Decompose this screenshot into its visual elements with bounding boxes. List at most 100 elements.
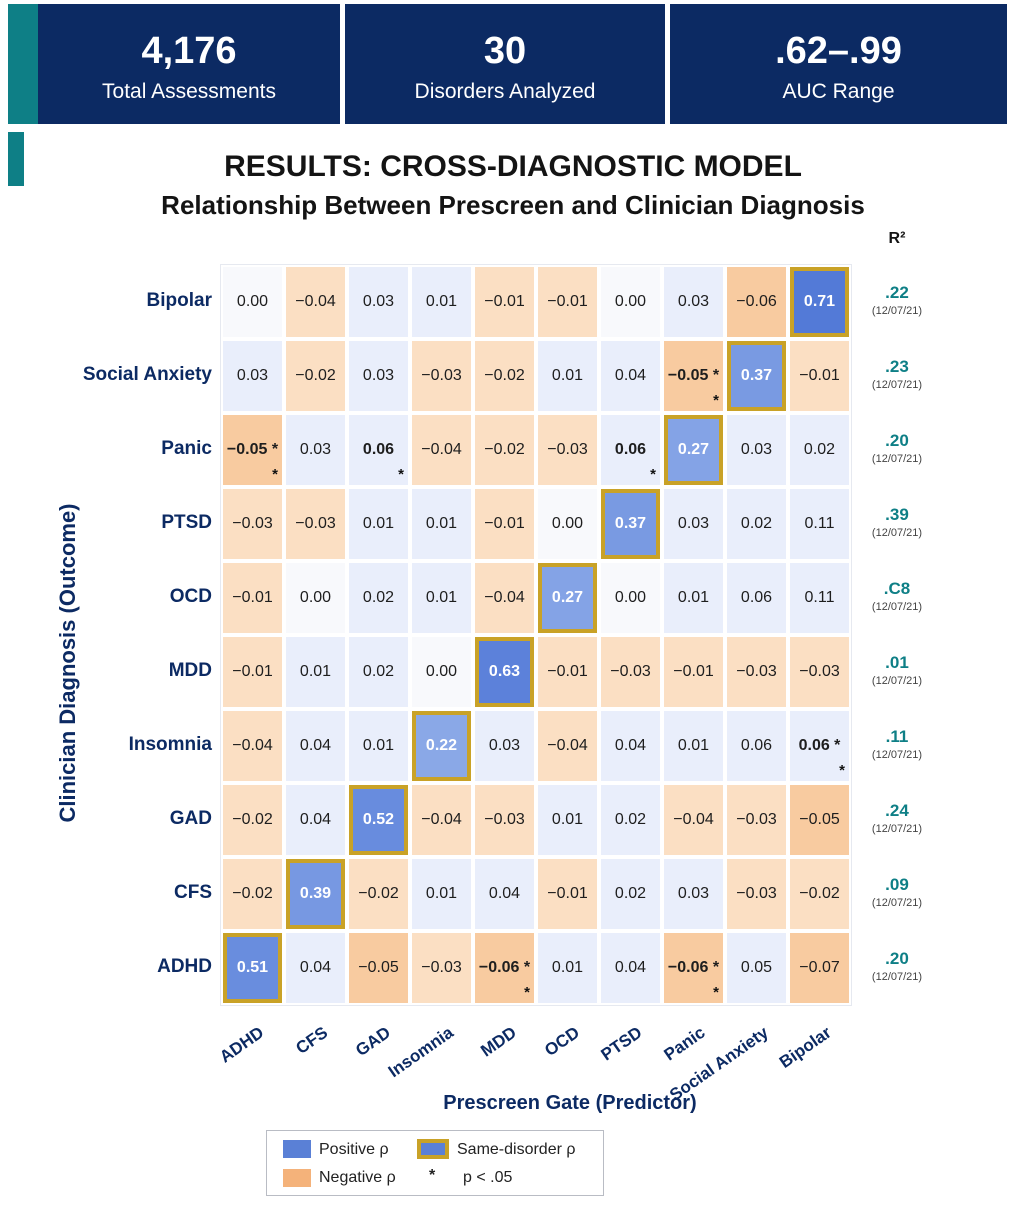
cell-value: −0.03: [484, 811, 525, 828]
col-label-ocd: OCD: [540, 1022, 583, 1061]
r2-cell: .11 (12/07/21): [852, 727, 942, 761]
row-label-insomnia: Insomnia: [128, 734, 212, 755]
heatmap-cell: 0.04: [601, 341, 660, 411]
col-label-bipolar: Bipolar: [775, 1022, 835, 1072]
heatmap-cell: 0.01: [286, 637, 345, 707]
heatmap-cell: 0.02: [727, 489, 786, 559]
cell-value: 0.27: [677, 441, 710, 458]
heatmap-cell: 0.00: [538, 489, 597, 559]
heatmap-cell: −0.06 * *: [664, 933, 723, 1003]
r2-date: (12/07/21): [871, 601, 923, 613]
cell-value: −0.01: [799, 367, 840, 384]
heatmap-cell: −0.01: [475, 489, 534, 559]
heatmap-cell: 0.00: [601, 267, 660, 337]
stat-value: 4,176: [141, 30, 237, 72]
significance-star: *: [272, 466, 278, 483]
cell-value: 0.04: [488, 885, 521, 902]
heatmap-cell: −0.03: [727, 785, 786, 855]
cell-value: 0.01: [551, 367, 584, 384]
significance-star: *: [839, 762, 845, 779]
cell-value: 0.00: [425, 663, 458, 680]
heatmap-cell: 0.04: [286, 785, 345, 855]
cell-value: 0.51: [236, 959, 269, 976]
legend-label-positive: Positive ρ: [319, 1141, 389, 1158]
cell-value: −0.03: [547, 441, 588, 458]
heatmap-frame: [220, 264, 852, 1006]
cell-value: 0.04: [299, 959, 332, 976]
heatmap-cell: 0.01: [349, 711, 408, 781]
r2-value: .11: [885, 727, 909, 746]
heatmap-cell: −0.03: [286, 489, 345, 559]
row-label-cfs: CFS: [174, 882, 212, 903]
cell-value: 0.37: [614, 515, 647, 532]
r2-value: .20: [885, 949, 909, 968]
heatmap-cell: 0.03: [286, 415, 345, 485]
cell-value: −0.03: [736, 885, 777, 902]
cell-value: −0.01: [484, 293, 525, 310]
cell-value: 0.01: [677, 589, 710, 606]
cell-value: 0.03: [236, 367, 269, 384]
heatmap-cell: −0.03: [412, 933, 471, 1003]
legend-sig-symbol: *: [429, 1167, 436, 1184]
cell-value: −0.06: [736, 293, 777, 310]
heatmap-cell: 0.39: [286, 859, 345, 929]
cell-value: 0.01: [551, 811, 584, 828]
col-label-mdd: MDD: [477, 1022, 520, 1061]
cell-value: −0.01: [547, 293, 588, 310]
heatmap-cell: −0.01: [475, 267, 534, 337]
r2-date: (12/07/21): [871, 749, 923, 761]
heatmap-cell: 0.06 * *: [790, 711, 849, 781]
cell-value: 0.01: [425, 293, 458, 310]
heatmap-cell: 0.01: [412, 267, 471, 337]
cell-value: −0.03: [295, 515, 336, 532]
cell-value: 0.11: [804, 589, 835, 606]
heatmap-cell: 0.05: [727, 933, 786, 1003]
cell-value: −0.04: [484, 589, 525, 606]
heatmap-cell: 0.03: [664, 859, 723, 929]
x-axis-label: Prescreen Gate (Predictor): [443, 1092, 697, 1114]
r2-date: (12/07/21): [871, 897, 923, 909]
heatmap-cell: 0.01: [412, 859, 471, 929]
accent-bar-side: [8, 132, 24, 186]
r2-value: .39: [885, 505, 909, 524]
heatmap-cell: 0.71: [790, 267, 849, 337]
heatmap-cell: 0.00: [601, 563, 660, 633]
r2-value: .22: [885, 283, 909, 302]
cell-value: −0.05 *: [226, 441, 279, 458]
heatmap-cell: 0.37: [601, 489, 660, 559]
heatmap-cell: −0.03: [601, 637, 660, 707]
cell-value: −0.03: [736, 811, 777, 828]
row-label-mdd: MDD: [168, 660, 212, 681]
heatmap-cell: −0.03: [412, 341, 471, 411]
row-label-bipolar: Bipolar: [146, 290, 212, 311]
legend-swatch-positive: [283, 1140, 311, 1158]
heatmap-cell: 0.03: [349, 341, 408, 411]
cell-value: −0.06 *: [478, 959, 531, 976]
cell-value: 0.02: [803, 441, 836, 458]
col-label-adhd: ADHD: [216, 1022, 268, 1067]
cell-value: 0.06: [740, 589, 773, 606]
heatmap-cell: 0.04: [601, 933, 660, 1003]
cell-value: −0.04: [673, 811, 714, 828]
cell-value: −0.03: [421, 959, 462, 976]
heatmap-cell: −0.02: [349, 859, 408, 929]
cell-value: −0.02: [484, 367, 525, 384]
col-label-ptsd: PTSD: [597, 1022, 646, 1065]
r2-date: (12/07/21): [871, 971, 923, 983]
heatmap-cell: 0.01: [538, 933, 597, 1003]
heatmap-cell: −0.03: [790, 637, 849, 707]
heatmap-cell: 0.04: [475, 859, 534, 929]
cell-value: 0.03: [677, 885, 710, 902]
cell-value: 0.01: [425, 589, 458, 606]
heatmap-cell: −0.03: [727, 859, 786, 929]
heatmap-cell: 0.01: [538, 341, 597, 411]
r2-cell: .23 (12/07/21): [852, 357, 942, 391]
cell-value: −0.03: [421, 367, 462, 384]
heatmap-cell: 0.04: [286, 933, 345, 1003]
r2-value: .20: [885, 431, 909, 450]
cell-value: 0.03: [299, 441, 332, 458]
cell-value: 0.04: [299, 737, 332, 754]
heatmap-cell: −0.04: [286, 267, 345, 337]
cell-value: 0.39: [299, 885, 332, 902]
r2-date: (12/07/21): [871, 823, 923, 835]
